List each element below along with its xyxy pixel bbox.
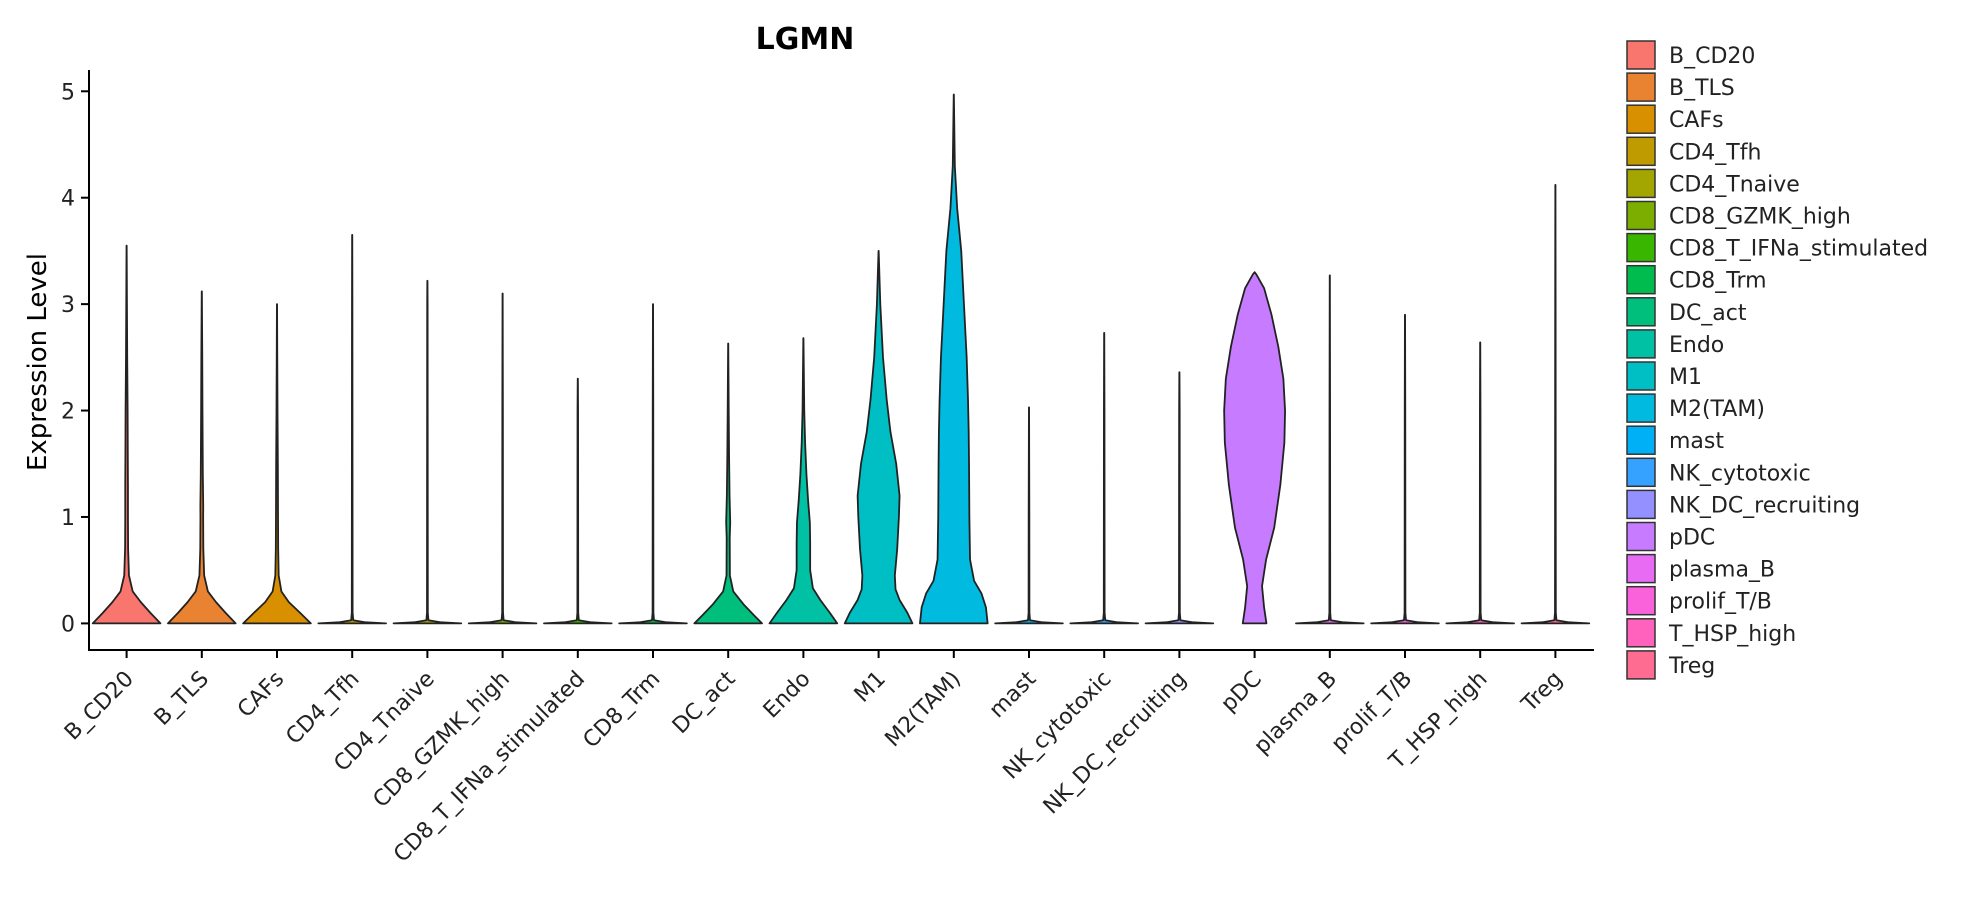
legend-swatch-prolif-t-b: [1626, 585, 1656, 616]
legend-swatch-mast: [1626, 425, 1656, 455]
legend-label-mast: mast: [1669, 429, 1724, 454]
legend-swatch-cd4-tfh: [1626, 136, 1656, 167]
legend-label-nk-cytotoxic: NK_cytotoxic: [1669, 461, 1811, 486]
legend-label-cd4-tnaive: CD4_Tnaive: [1669, 172, 1800, 197]
legend-swatch-cd4-tnaive: [1626, 168, 1656, 199]
legend-label-cafs: CAFs: [1669, 108, 1724, 133]
y-axis: 0 1 2 3 4 5: [61, 70, 90, 651]
y-tick-label: 1: [61, 506, 75, 531]
legend-label-b-cd20: B_CD20: [1669, 44, 1755, 69]
violin-nk-dc-recruiting: [1144, 371, 1215, 625]
legend-label-endo: Endo: [1669, 333, 1724, 358]
x-tick-label-endo: Endo: [759, 667, 816, 724]
legend-swatch-endo: [1626, 329, 1656, 359]
legend-swatch-dc-act: [1626, 297, 1656, 327]
x-axis: B_CD20 B_TLS CAFsCD4_TfhCD4_TnaiveCD8_GZMK…: [60, 649, 1594, 867]
legend-swatch-m1: [1626, 361, 1656, 391]
y-axis-title: Expression Level: [23, 253, 53, 471]
violin-endo: [768, 337, 839, 625]
x-tick-label-treg: Treg: [1517, 667, 1568, 718]
legend-label-m1: M1: [1669, 365, 1702, 390]
violin-dc-act: [693, 342, 763, 625]
legend-swatch-cd8-gzmk-high: [1626, 200, 1656, 231]
x-tick-label-cafs: CAFs: [233, 667, 289, 723]
legend-swatch-b-cd20: [1626, 40, 1656, 70]
x-tick-label-mast: mast: [985, 666, 1042, 723]
legend-swatch-cafs: [1626, 104, 1656, 134]
violin-layer: [91, 93, 1591, 625]
legend-swatch-nk-dc-recruiting: [1626, 489, 1656, 520]
x-tick-label-m2-tam: M2(TAM): [881, 667, 966, 752]
violin-pdc: [1223, 271, 1286, 625]
violin-prolif-t-b: [1370, 313, 1440, 625]
violin-nk-cytotoxic: [1069, 331, 1139, 625]
legend-swatch-plasma-b: [1626, 553, 1656, 584]
violin-treg: [1520, 184, 1591, 625]
violin-mast: [994, 406, 1064, 625]
x-tick-label-plasma-b: plasma_B: [1249, 667, 1342, 760]
legend-label-cd8-trm: CD8_Trm: [1669, 269, 1767, 294]
legend-label-b-tls: B_TLS: [1669, 76, 1735, 101]
legend-label-plasma-b: plasma_B: [1669, 558, 1775, 583]
legend-label-nk-dc-recruiting: NK_DC_recruiting: [1669, 493, 1860, 518]
x-tick-label-pdc: pDC: [1216, 667, 1266, 717]
y-tick-label: 0: [61, 612, 75, 637]
y-tick-label: 2: [61, 400, 75, 425]
violin-b-cd20: [91, 244, 162, 625]
legend-swatch-t-hsp-high: [1626, 618, 1656, 648]
legend-label-cd4-tfh: CD4_Tfh: [1669, 140, 1761, 165]
legend-swatch-b-tls: [1626, 72, 1656, 102]
violin-cd8-t-ifna-stimulated: [543, 377, 613, 625]
y-tick-label: 5: [61, 80, 75, 105]
legend-swatch-treg: [1626, 650, 1656, 680]
violin-m2-tam: [919, 93, 989, 625]
x-tick-label-b-tls: B_TLS: [150, 667, 214, 731]
violin-cd4-tnaive: [392, 279, 463, 625]
y-tick-label: 3: [61, 293, 75, 318]
x-tick-label-cd8-trm: CD8_Trm: [579, 667, 666, 754]
legend-label-pdc: pDC: [1669, 526, 1715, 551]
legend-label-treg: Treg: [1668, 654, 1715, 679]
x-tick-label-m1: M1: [850, 667, 891, 708]
legend-swatch-cd8-t-ifna-stimulated: [1626, 232, 1656, 263]
legend-swatch-pdc: [1626, 521, 1656, 552]
legend-label-t-hsp-high: T_HSP_high: [1668, 622, 1796, 647]
legend-label-cd8-t-ifna-stimulated: CD8_T_IFNa_stimulated: [1669, 237, 1928, 262]
x-tick-label-nk-dc-recruiting: NK_DC_recruiting: [1039, 667, 1192, 820]
violin-t-hsp-high: [1445, 341, 1515, 625]
chart-title: LGMN: [756, 22, 855, 57]
x-tick-label-b-cd20: B_CD20: [60, 667, 139, 746]
legend: B_CD20 B_TLS CAFs CD4_Tfh CD4_Tnaive CD8_GZMK…: [1626, 40, 1928, 680]
violin-plasma-b: [1295, 274, 1365, 625]
violin-m1: [843, 250, 914, 625]
legend-label-dc-act: DC_act: [1669, 301, 1747, 326]
x-tick-label-cd8-gzmk-high: CD8_GZMK_high: [369, 667, 515, 813]
violin-cd8-gzmk-high: [467, 292, 538, 625]
violin-cd4-tfh: [317, 234, 387, 625]
violin-cafs: [242, 303, 312, 625]
legend-swatch-cd8-trm: [1626, 264, 1656, 295]
violin-cd8-trm: [618, 303, 688, 625]
legend-label-m2-tam: M2(TAM): [1669, 397, 1765, 422]
y-tick-label: 4: [61, 187, 75, 212]
legend-label-prolif-t-b: prolif_T/B: [1669, 590, 1772, 615]
legend-swatch-m2-tam: [1626, 393, 1656, 423]
x-tick-label-dc-act: DC_act: [668, 666, 741, 739]
legend-swatch-nk-cytotoxic: [1626, 457, 1656, 488]
legend-label-cd8-gzmk-high: CD8_GZMK_high: [1669, 205, 1851, 230]
violin-b-tls: [167, 290, 237, 625]
